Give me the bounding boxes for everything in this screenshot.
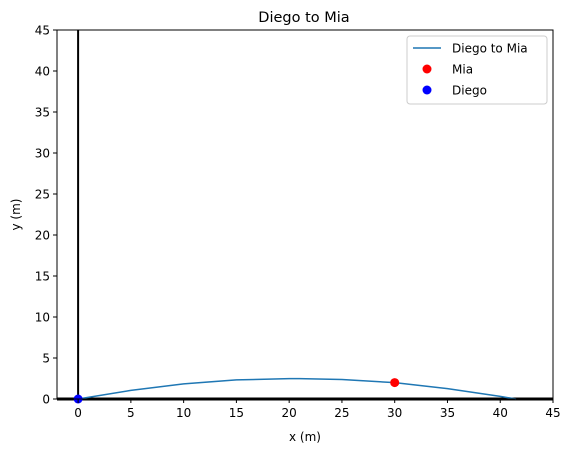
x-tick-label-0: 0 [74, 406, 82, 420]
x-axis-label: x (m) [289, 430, 321, 444]
x-tick-label-5: 25 [334, 406, 349, 420]
x-tick-label-2: 10 [176, 406, 191, 420]
x-tick-label-6: 30 [387, 406, 402, 420]
x-tick-label-9: 45 [545, 406, 560, 420]
y-tick-label-5: 25 [35, 188, 50, 202]
legend-box [406, 35, 548, 105]
y-tick-label-0: 0 [42, 393, 50, 407]
y-axis: 0 5 10 15 20 25 30 35 40 45 [35, 24, 57, 407]
legend-label-2: Diego [452, 84, 487, 98]
series-line-0 [77, 377, 517, 400]
y-tick-label-8: 40 [35, 65, 50, 79]
scatter-point-1-0 [390, 378, 400, 388]
y-tick-label-9: 45 [35, 24, 50, 38]
plot-frame [56, 29, 554, 400]
x-tick-label-8: 40 [493, 406, 508, 420]
legend-label-0: Diego to Mia [452, 42, 528, 56]
x-tick-label-4: 20 [282, 406, 297, 420]
y-tick-label-4: 20 [35, 229, 50, 243]
y-tick-label-1: 5 [42, 352, 50, 366]
legend-swatch-1 [422, 64, 432, 74]
x-tick-label-7: 35 [440, 406, 455, 420]
x-tick-label-3: 15 [229, 406, 244, 420]
y-tick-label-7: 35 [35, 106, 50, 120]
legend-swatch-2 [422, 85, 432, 95]
legend-label-1: Mia [452, 63, 473, 77]
y-tick-label-2: 10 [35, 311, 50, 325]
y-axis-label: y (m) [9, 199, 23, 231]
x-tick-label-1: 5 [127, 406, 135, 420]
x-axis: 0 5 10 15 20 25 30 35 40 45 [74, 399, 561, 420]
y-tick-label-6: 30 [35, 147, 50, 161]
legend: Diego to Mia Mia Diego [406, 35, 548, 105]
series-layer [73, 377, 517, 404]
y-tick-label-3: 15 [35, 270, 50, 284]
chart-title: Diego to Mia [258, 10, 349, 26]
